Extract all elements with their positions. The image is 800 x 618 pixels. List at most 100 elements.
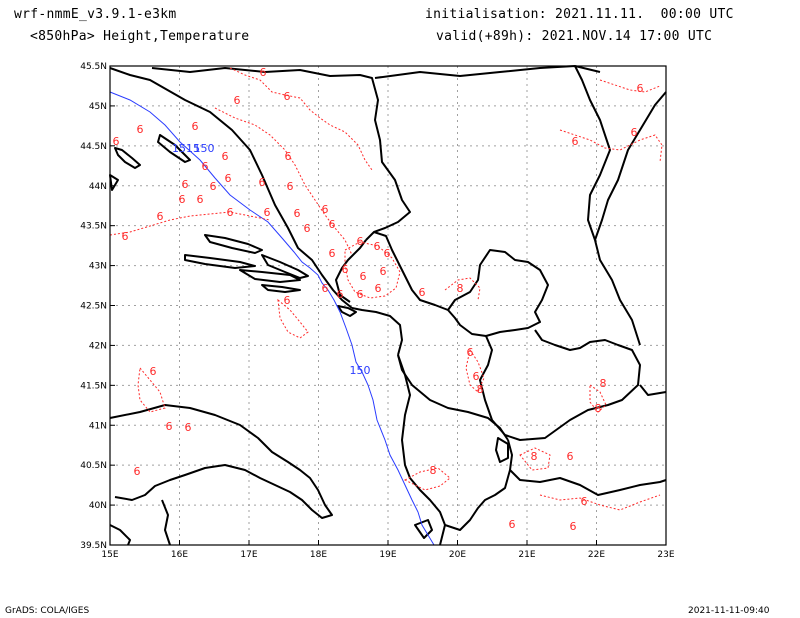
temperature-contour-label: 6	[374, 240, 381, 253]
corfu	[414, 519, 433, 539]
temperature-contour-label: 6	[134, 465, 141, 478]
temperature-contour-label: 6	[284, 294, 291, 307]
temperature-contour-line	[229, 67, 373, 171]
latitude-labels: 45.5N 45N 44.5N 44N 43.5N 43N 42.5N 42N 41.5N 41N…	[80, 62, 107, 551]
temperature-contour-label: 6	[227, 206, 234, 219]
lat-tick-label: 44.5N	[80, 142, 107, 152]
temperature-contour-label: 6	[122, 230, 129, 243]
temperature-contour-label: 6	[567, 450, 574, 463]
macedonia-border	[479, 329, 641, 441]
peljesac	[261, 254, 309, 279]
lon-tick-label: 23E	[657, 550, 674, 560]
temperature-contour-label: 8	[477, 383, 484, 396]
island-krk	[114, 147, 141, 169]
temperature-contour-label: 6	[260, 66, 267, 79]
temperature-contour-label: 6	[197, 193, 204, 206]
temperature-contour-label: 6	[113, 135, 120, 148]
lon-tick-label: 15E	[101, 550, 118, 560]
height-contour-label: 1515	[172, 142, 200, 155]
temperature-contour-label: 6	[631, 126, 638, 139]
montenegro-serbia-border	[373, 231, 449, 311]
lat-tick-label: 39.5N	[80, 541, 107, 551]
temperature-contour-label: 6	[581, 495, 588, 508]
height-contour-label: 150	[194, 142, 215, 155]
kosovo-border	[447, 249, 549, 337]
height-contour-label: 150	[350, 364, 371, 377]
temperature-contour-line	[344, 241, 401, 299]
montenegro-albania-border	[351, 307, 403, 356]
temperature-contour-line	[214, 107, 353, 256]
height-contour-line	[109, 91, 435, 546]
island-hvar	[184, 254, 256, 269]
temperature-contour-line	[599, 79, 661, 93]
temperature-contour-label: 8	[595, 402, 602, 415]
lon-tick-label: 16E	[171, 550, 188, 560]
italy-coast	[109, 404, 333, 519]
temperature-contour-label: 6	[337, 288, 344, 301]
temperature-contour-label: 6	[264, 206, 271, 219]
serbia-border	[374, 65, 601, 79]
albania-north-border	[397, 354, 509, 441]
temperature-contour-label: 6	[294, 207, 301, 220]
island-brac	[204, 234, 263, 254]
temperature-contour-label: 6	[304, 222, 311, 235]
temperature-contour-label: 6	[185, 421, 192, 434]
island-pag	[157, 134, 191, 163]
temperature-contour-label: 6	[570, 520, 577, 533]
temperature-contour-line	[589, 384, 607, 413]
temperature-contour-label: 6	[384, 247, 391, 260]
lon-tick-label: 18E	[310, 550, 327, 560]
serbia-bulgaria-border	[574, 65, 641, 346]
lat-tick-label: 45.5N	[80, 62, 107, 72]
temperature-contour-label: 6	[166, 420, 173, 433]
temperature-contour-label: 6	[360, 270, 367, 283]
temperature-contour-line	[403, 467, 451, 491]
temperature-contour-label: 6	[284, 90, 291, 103]
lat-tick-label: 42.5N	[80, 302, 107, 312]
lon-tick-label: 22E	[588, 550, 605, 560]
temperature-contour-line	[277, 298, 309, 339]
kotor-bay	[337, 305, 357, 317]
temperature-contour-label: 6	[357, 235, 364, 248]
temperature-contour-label: 8	[600, 377, 607, 390]
temperature-contours	[109, 67, 663, 511]
temperature-contour-label: 6	[380, 265, 387, 278]
temperature-contour-label: 6	[637, 82, 644, 95]
croatia-coast	[109, 67, 353, 309]
temperature-contour-label: 6	[329, 247, 336, 260]
lat-tick-label: 42N	[89, 341, 107, 351]
greece-north-border	[507, 439, 667, 496]
bulgaria-border	[594, 91, 667, 241]
height-contours	[109, 91, 435, 546]
temperature-contour-label: 6	[137, 123, 144, 136]
temperature-contour-line	[444, 277, 481, 301]
lat-tick-label: 43N	[89, 262, 107, 272]
temperature-contour-label: 6	[259, 176, 266, 189]
lon-tick-label: 19E	[379, 550, 396, 560]
temperature-contour-label: 6	[285, 150, 292, 163]
temperature-contour-label: 6	[157, 210, 164, 223]
temperature-contour-label: 6	[210, 180, 217, 193]
greece-border	[639, 384, 667, 396]
lat-tick-label: 41.5N	[80, 381, 107, 391]
grid-lines	[110, 66, 666, 545]
temperature-contour-line	[539, 494, 661, 511]
temperature-contour-label: 6	[329, 218, 336, 231]
temperature-contour-label: 6	[192, 120, 199, 133]
temperature-contour-label: 6	[287, 180, 294, 193]
lon-tick-label: 17E	[240, 550, 257, 560]
lat-tick-label: 43.5N	[80, 222, 107, 232]
italy-left-coast	[109, 524, 131, 546]
axis-ticks	[109, 65, 667, 546]
temperature-contour-label: 6	[202, 160, 209, 173]
temperature-contour-label: 6	[179, 193, 186, 206]
temperature-contour-line	[519, 447, 551, 471]
lat-tick-label: 40N	[89, 501, 107, 511]
longitude-labels: 15E 16E 17E 18E 19E 20E 21E 22E 23E	[101, 550, 674, 560]
temperature-contour-label: 6	[357, 288, 364, 301]
temperature-contour-label: 6	[150, 365, 157, 378]
lat-tick-label: 40.5N	[80, 461, 107, 471]
temperature-contour-label: 6	[322, 203, 329, 216]
